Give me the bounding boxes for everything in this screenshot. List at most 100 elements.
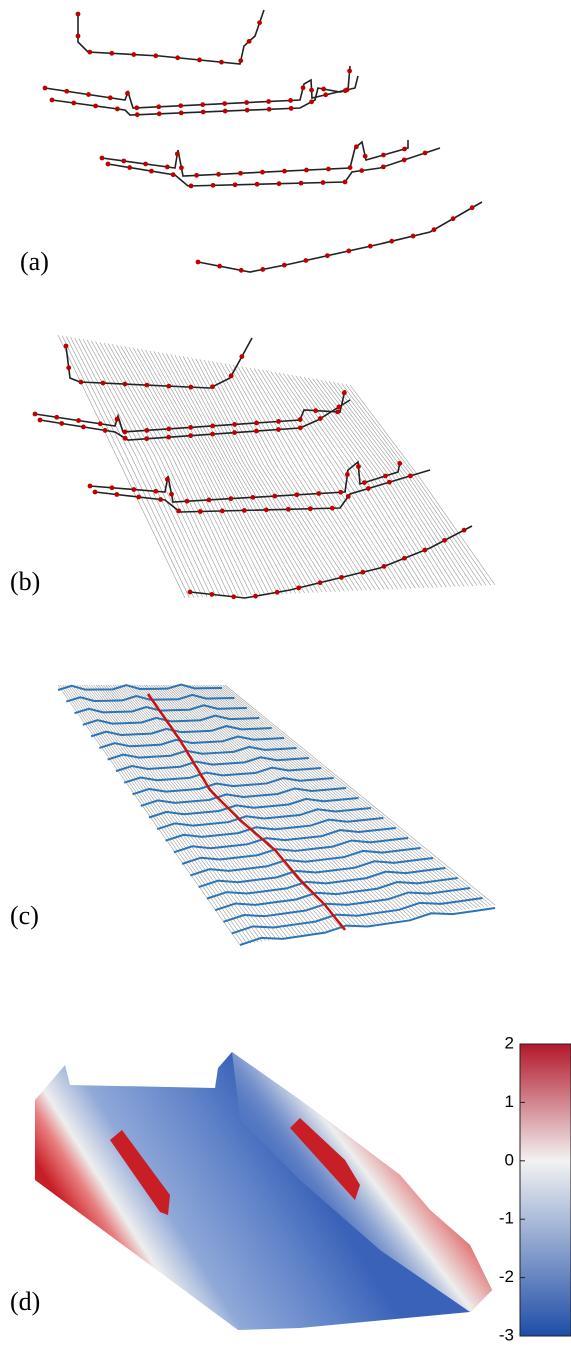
mesh-line — [295, 375, 438, 588]
mesh-line — [91, 684, 292, 938]
mesh-line — [153, 684, 386, 923]
panel-d-surface — [35, 1052, 492, 1330]
mesh-line — [146, 684, 376, 925]
mesh-line — [141, 684, 368, 926]
colorbar-tick-label: -2 — [499, 1267, 514, 1286]
mesh-line — [232, 364, 372, 591]
point — [63, 343, 69, 349]
point — [187, 589, 193, 595]
point — [276, 427, 281, 432]
point — [450, 216, 456, 222]
point — [254, 420, 259, 426]
mesh-line — [278, 372, 420, 589]
mesh-line — [205, 684, 467, 910]
point — [303, 258, 309, 263]
mesh-line — [91, 340, 221, 597]
point — [153, 488, 159, 494]
point — [342, 88, 348, 94]
mesh-line — [172, 684, 416, 918]
mesh-line — [111, 344, 243, 596]
point — [184, 498, 190, 504]
point — [122, 429, 128, 435]
mesh-line — [93, 684, 295, 937]
mesh-line — [169, 684, 412, 919]
mesh-line — [191, 684, 445, 914]
point — [92, 489, 98, 495]
point — [285, 506, 291, 512]
point — [241, 507, 247, 513]
mesh-line — [57, 684, 241, 946]
point — [228, 373, 234, 379]
point — [166, 383, 172, 389]
colorbar-ticks: 2 1 0 -1 -2 -3 — [499, 1033, 525, 1344]
contour-line — [181, 837, 409, 865]
point — [345, 493, 351, 499]
contour-line — [214, 877, 458, 912]
mesh-line — [224, 684, 496, 906]
mesh-line — [228, 364, 367, 591]
panel-label: (d) — [10, 1287, 40, 1316]
point — [347, 165, 353, 171]
point — [297, 425, 303, 431]
point — [324, 253, 330, 259]
point — [326, 166, 331, 172]
mesh-line — [312, 378, 456, 587]
mesh-line — [320, 379, 465, 587]
mesh-line — [174, 354, 310, 593]
point — [149, 168, 154, 174]
point — [197, 57, 202, 63]
point — [281, 262, 287, 268]
point — [222, 101, 228, 107]
mesh-line — [136, 684, 361, 927]
point — [166, 426, 172, 432]
mesh-line — [74, 337, 203, 598]
point — [402, 146, 407, 152]
mesh-line — [170, 354, 305, 594]
panel-b-points — [32, 343, 467, 600]
point — [304, 167, 309, 173]
point — [410, 233, 416, 239]
mesh-line — [167, 684, 408, 919]
point — [353, 144, 359, 150]
panel-c-contours — [57, 683, 496, 946]
point — [422, 547, 428, 553]
contour-line — [140, 787, 347, 807]
mesh-line — [162, 684, 401, 921]
mesh-line — [110, 684, 321, 933]
point — [338, 489, 344, 495]
contour-line — [115, 756, 309, 773]
point — [309, 87, 314, 93]
mesh-line — [328, 381, 474, 587]
point — [114, 416, 120, 422]
point — [272, 493, 278, 499]
point — [359, 168, 365, 174]
mesh-line — [116, 344, 248, 596]
mesh-line — [62, 684, 248, 945]
contour-line — [223, 887, 471, 923]
point — [250, 494, 256, 500]
point — [360, 569, 366, 575]
point — [166, 434, 172, 440]
point — [210, 431, 215, 437]
point — [260, 169, 265, 175]
point — [75, 33, 81, 39]
point — [188, 183, 194, 189]
contour-line — [90, 725, 272, 738]
mesh-line — [182, 356, 319, 593]
mesh-line — [112, 684, 325, 933]
point — [200, 109, 206, 115]
mesh-line — [100, 684, 306, 935]
mesh-line — [57, 334, 186, 599]
mesh-line — [345, 384, 491, 586]
mesh-line — [200, 684, 459, 911]
mesh-line — [95, 341, 226, 597]
mesh-line — [166, 353, 301, 594]
point — [408, 473, 413, 479]
mesh-line — [155, 684, 390, 922]
point — [316, 491, 322, 496]
point — [216, 171, 221, 177]
mesh-line — [138, 684, 365, 926]
point — [81, 424, 86, 430]
point — [422, 150, 428, 156]
mesh-line — [199, 359, 336, 592]
